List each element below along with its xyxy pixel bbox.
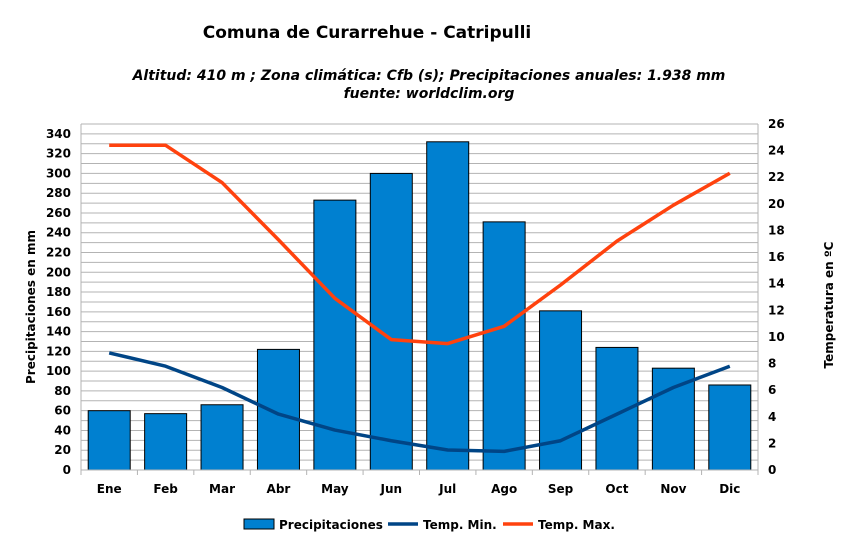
y-tick-label: 340 [46,127,71,141]
precip-bar [651,367,695,471]
y2-axis-label: Temperatura en ºC [822,241,836,368]
temp-min-line [108,351,731,454]
precip-bar [539,310,583,471]
y-tick-label: 0 [63,463,71,477]
precip-bar [256,348,300,471]
precip-bar [426,141,470,471]
y-tick-label: 240 [46,226,71,240]
y-tick-label: 180 [46,285,71,299]
y-tick-label: 260 [46,206,71,220]
y2-tick-label: 26 [768,117,785,131]
x-tick-label: Feb [153,482,178,496]
y2-tick-label: 6 [768,383,776,397]
y2-tick-label: 16 [768,250,785,264]
y-tick-label: 320 [46,147,71,161]
x-tick-label: May [321,482,349,496]
precip-bar [87,410,131,471]
legend-label-tmin: Temp. Min. [423,518,497,532]
chart-title: Comuna de Curarrehue - Catripulli [203,23,531,43]
chart-subtitle: Altitud: 410 m ; Zona climática: Cfb (s)… [132,68,726,84]
y2-tick-label: 4 [768,410,776,424]
x-tick-label: Oct [605,482,628,496]
y-tick-label: 140 [46,325,71,339]
y-tick-label: 120 [46,344,71,358]
x-tick-label: Mar [209,482,235,496]
y2-tick-label: 14 [768,277,785,291]
y2-tick-label: 0 [768,463,776,477]
y2-tick-label: 18 [768,223,785,237]
y-tick-label: 160 [46,305,71,319]
x-tick-label: Ene [97,482,122,496]
precip-bar [369,172,413,471]
y2-tick-label: 20 [768,197,785,211]
precip-bar [200,404,244,471]
y2-tick-label: 2 [768,436,776,450]
y2-tick-label: 24 [768,144,785,158]
x-tick-label: Jul [438,482,456,496]
legend-swatch-precip [243,518,275,530]
chart-source: fuente: worldclim.org [344,86,515,102]
y-axis-label: Precipitaciones en mm [24,230,38,384]
legend-label-precip: Precipitaciones [279,518,383,532]
precip-bar [144,413,188,471]
y2-tick-label: 12 [768,303,785,317]
x-tick-label: Ago [491,482,517,496]
y-tick-label: 220 [46,246,71,260]
legend-label-tmax: Temp. Max. [538,518,615,532]
y-tick-label: 300 [46,166,71,180]
x-tick-label: Sep [548,482,574,496]
y-tick-label: 60 [54,404,71,418]
y2-tick-label: 22 [768,170,785,184]
y-tick-label: 100 [46,364,71,378]
y-tick-label: 80 [54,384,71,398]
y2-tick-label: 10 [768,330,785,344]
x-tick-label: Jun [380,482,403,496]
y-tick-label: 280 [46,186,71,200]
y-tick-label: 20 [54,443,71,457]
y-tick-label: 200 [46,265,71,279]
x-tick-label: Abr [267,482,291,496]
precip-bar [482,221,526,471]
temp-max-line [109,143,731,346]
x-tick-label: Dic [719,482,740,496]
y-tick-label: 40 [54,423,71,437]
y2-tick-label: 8 [768,357,776,371]
x-tick-label: Nov [660,482,686,496]
precip-bar [708,384,752,471]
